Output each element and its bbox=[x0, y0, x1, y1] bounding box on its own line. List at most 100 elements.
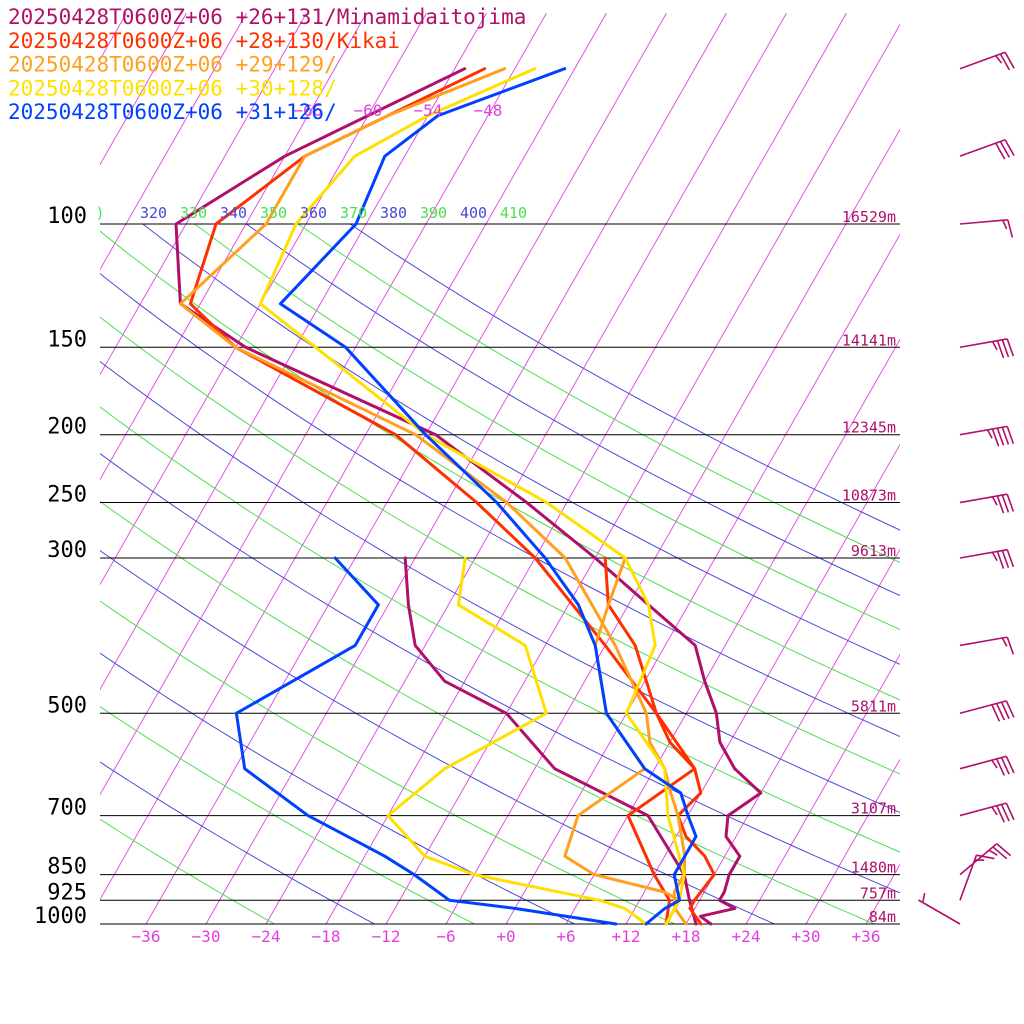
barb-staff bbox=[959, 425, 1008, 436]
height-label: 10873m bbox=[842, 487, 896, 505]
pressure-label: 925 bbox=[47, 880, 87, 905]
barb-feather bbox=[991, 341, 998, 351]
isotherm-label: −66 bbox=[294, 101, 323, 120]
isotherm-line bbox=[100, 13, 607, 901]
barb-feather bbox=[1006, 493, 1015, 512]
barb-feather bbox=[1001, 339, 1010, 358]
isotherm-line bbox=[325, 13, 847, 925]
barb-feather bbox=[991, 428, 1000, 447]
barb-staff bbox=[959, 548, 1008, 559]
temperature-tick-label: −6 bbox=[436, 927, 455, 946]
barb-feather bbox=[996, 843, 1012, 857]
barb-feather bbox=[1000, 804, 1010, 822]
barb-feather bbox=[996, 551, 1005, 569]
barb-staff bbox=[959, 755, 1007, 770]
barb-feather bbox=[992, 846, 1008, 860]
profile-temperature-line bbox=[258, 67, 686, 926]
theta-label: 380 bbox=[380, 204, 407, 222]
temperature-tick-label: −24 bbox=[252, 927, 281, 946]
barb-feather bbox=[1001, 494, 1010, 513]
barb-feather bbox=[1005, 755, 1015, 774]
theta-label: 340 bbox=[220, 204, 247, 222]
barb-staff bbox=[959, 338, 1008, 349]
isotherm-line bbox=[505, 233, 900, 925]
barb-feather bbox=[986, 429, 993, 439]
isotherm-line bbox=[805, 758, 900, 925]
temperature-tick-label: −12 bbox=[372, 927, 401, 946]
barb-staff bbox=[959, 700, 1007, 715]
barb-feather bbox=[1006, 549, 1015, 568]
barb-feather bbox=[996, 495, 1005, 514]
barb-feather bbox=[1002, 219, 1008, 230]
barb-feather bbox=[1006, 338, 1015, 357]
profile-dewpoint-line bbox=[386, 556, 648, 926]
legend-line: 20250428T0600Z+06 +30+128/ bbox=[8, 76, 337, 100]
isotherm-label: −54 bbox=[414, 101, 443, 120]
barb-feather bbox=[1005, 700, 1015, 718]
isotherm-line bbox=[100, 13, 547, 796]
pressure-label: 100 bbox=[47, 204, 87, 229]
height-label: 757m bbox=[860, 884, 896, 902]
isotherm-line bbox=[685, 548, 900, 925]
barb-feather bbox=[995, 703, 1005, 721]
isotherm-lines bbox=[100, 13, 900, 925]
barb-staff bbox=[959, 138, 1006, 157]
wind-barb bbox=[918, 893, 961, 925]
isotherm-line bbox=[565, 338, 900, 925]
barb-staff bbox=[959, 636, 1008, 647]
barb-feather bbox=[1004, 51, 1015, 69]
wind-barb bbox=[959, 854, 995, 901]
temperature-tick-label: −36 bbox=[132, 927, 161, 946]
wind-barb bbox=[959, 755, 1015, 776]
barb-feather bbox=[995, 142, 1006, 160]
legend-line: 20250428T0600Z+06 +26+131/Minamidaitojim… bbox=[8, 5, 526, 29]
isotherm-line bbox=[745, 653, 900, 925]
barb-feather bbox=[995, 758, 1005, 776]
barb-feather bbox=[991, 551, 998, 561]
height-label: 1480m bbox=[851, 859, 896, 877]
wind-barb bbox=[959, 138, 1015, 160]
barb-feather bbox=[991, 496, 998, 506]
barb-feather bbox=[999, 141, 1011, 158]
height-label: 5811m bbox=[851, 697, 896, 715]
theta-label: ) bbox=[95, 204, 104, 222]
temperature-tick-label: +24 bbox=[732, 927, 761, 946]
pressure-label: 300 bbox=[47, 538, 87, 563]
isotherm-line bbox=[625, 443, 900, 925]
theta-label: 400 bbox=[460, 204, 487, 222]
wind-barb bbox=[959, 493, 1015, 514]
profile-dewpoint-line bbox=[563, 556, 681, 926]
theta-label: 390 bbox=[420, 204, 447, 222]
temperature-tick-label: −30 bbox=[192, 927, 221, 946]
pressure-label: 250 bbox=[47, 483, 87, 508]
theta-label: 330 bbox=[180, 204, 207, 222]
barb-feather bbox=[1000, 701, 1010, 720]
isotherm-line bbox=[265, 13, 787, 925]
temperature-tick-label: +36 bbox=[852, 927, 881, 946]
wind-barb bbox=[959, 51, 1015, 71]
barb-feather bbox=[991, 704, 1001, 722]
wind-barb bbox=[959, 548, 1015, 569]
height-label: 84m bbox=[869, 908, 896, 926]
isotherm-line bbox=[145, 13, 667, 925]
height-label: 16529m bbox=[842, 208, 896, 226]
profile-dewpoint-line bbox=[403, 556, 698, 926]
barb-staff bbox=[959, 843, 998, 876]
isotherm-line bbox=[445, 128, 900, 925]
temperature-tick-label: +18 bbox=[672, 927, 701, 946]
barb-feather bbox=[1006, 636, 1015, 655]
barb-feather bbox=[991, 806, 998, 816]
height-label: 9613m bbox=[851, 542, 896, 560]
barb-feather bbox=[1004, 139, 1015, 157]
temperature-tick-label: +30 bbox=[792, 927, 821, 946]
legend-line: 20250428T0600Z+06 +29+129/ bbox=[8, 53, 337, 77]
isobar-lines bbox=[100, 223, 900, 925]
barb-feather bbox=[1000, 757, 1010, 775]
barb-feather bbox=[1005, 802, 1015, 821]
pressure-label: 1000 bbox=[34, 904, 87, 929]
temperature-tick-label: +0 bbox=[496, 927, 515, 946]
pressure-label: 150 bbox=[47, 327, 87, 352]
height-label: 3107m bbox=[851, 800, 896, 818]
